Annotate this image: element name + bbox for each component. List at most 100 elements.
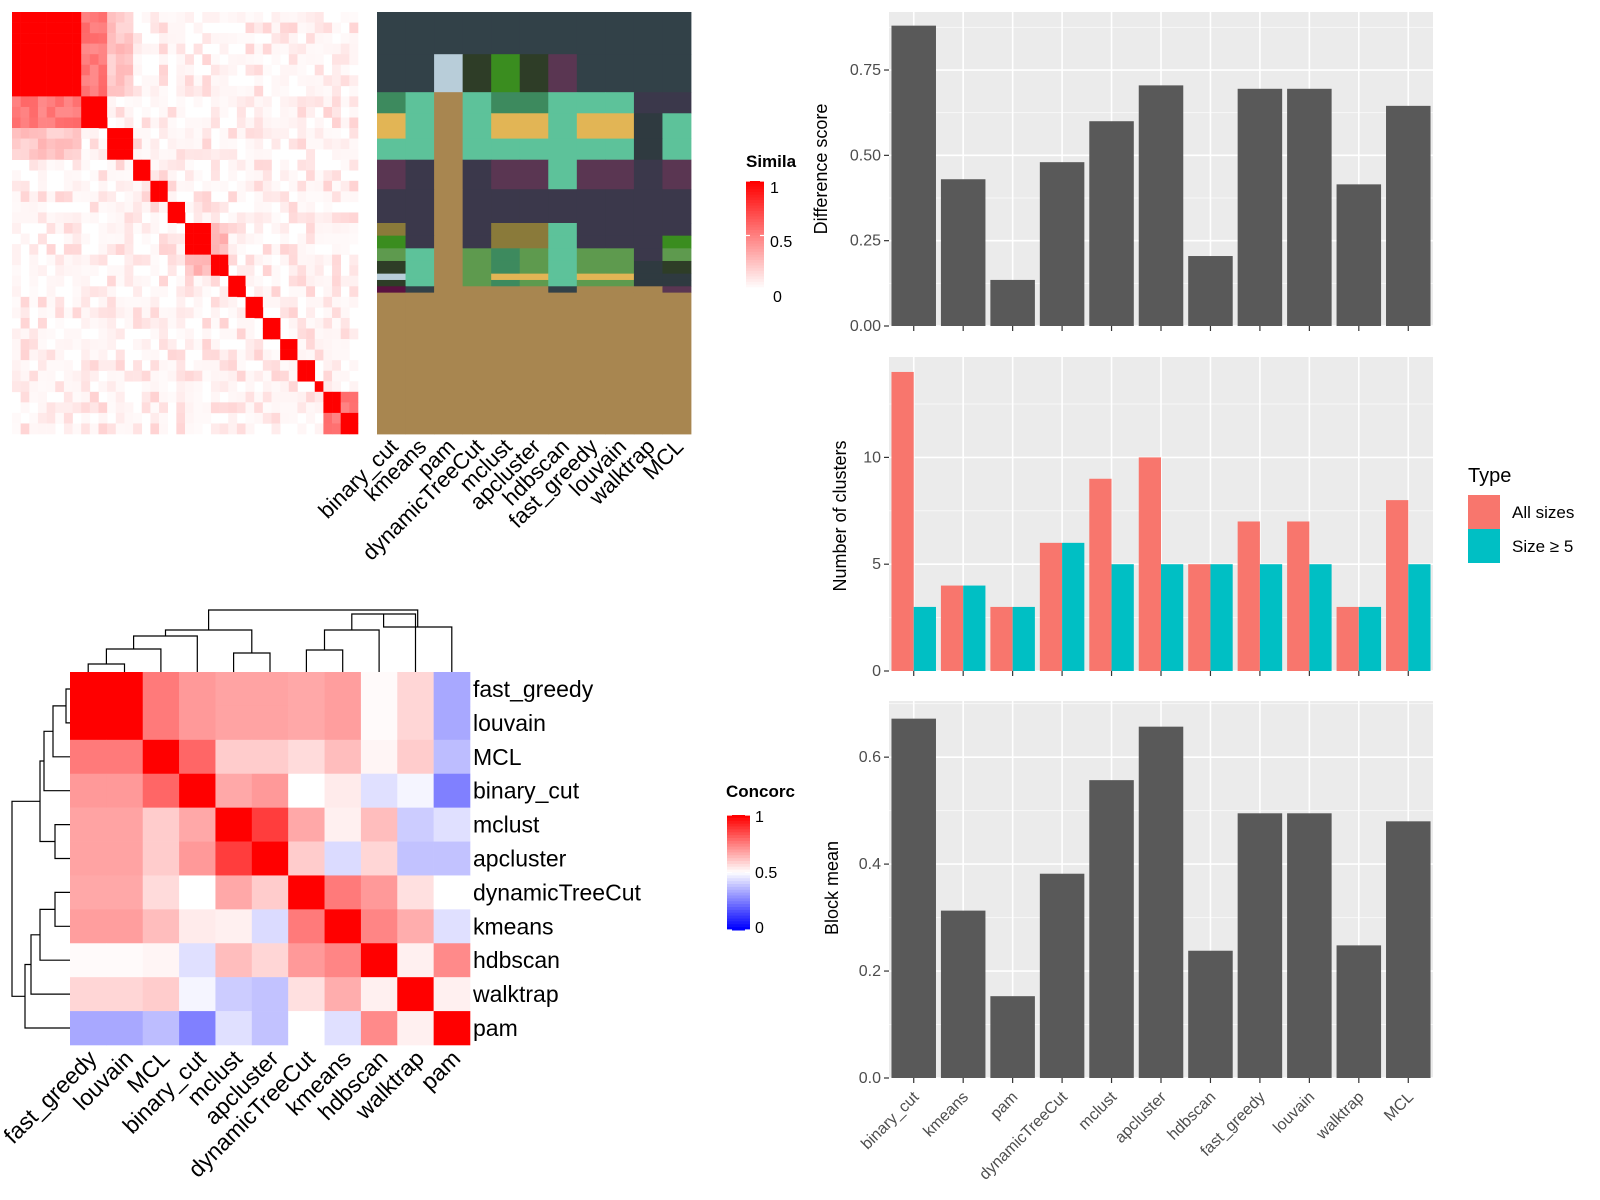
similarity-cell [72,212,82,224]
similarity-cell [202,254,212,266]
similarity-cell [98,349,108,361]
bar [891,718,936,1078]
similarity-cell [72,402,82,414]
similarity-cell [271,12,281,23]
similarity-cell [55,64,65,76]
concordance-row-label: mclust [473,812,540,838]
similarity-cell [297,43,307,55]
similarity-cell [349,212,359,224]
concordance-cell [324,705,362,741]
similarity-cell [141,138,151,150]
similarity-cell [55,22,65,34]
similarity-cell [219,265,229,277]
similarity-cell [306,128,316,139]
similarity-cell [12,370,21,382]
concordance-row-label: apcluster [473,846,567,872]
similarity-cell [63,265,73,277]
similarity-cell [306,22,316,34]
similarity-cell [133,149,143,160]
similarity-cell [29,296,39,308]
similarity-cell [202,349,212,361]
similarity-cell [254,22,264,34]
similarity-cell [340,391,350,403]
similarity-cell [210,54,220,66]
concordance-row-label: hdbscan [473,947,560,973]
similarity-cell [12,149,21,160]
similarity-cell [349,412,359,424]
similarity-cell [150,370,160,382]
similarity-cell [115,43,125,55]
similarity-cell [280,412,290,424]
similarity-cell [81,265,91,277]
assignment-cell [662,235,692,249]
assignment-cell [633,248,663,262]
similarity-cell [254,138,264,150]
similarity-cell [29,349,39,361]
similarity-cell [193,75,203,87]
similarity-cell [219,128,229,139]
similarity-cell [349,223,359,234]
similarity-cell [340,244,350,255]
similarity-cell [81,402,91,414]
assignment-cell [633,292,663,435]
similarity-cell [72,85,82,97]
legend-color-step [727,878,750,882]
similarity-cell [262,106,272,118]
assignment-cell [377,235,406,249]
similarity-cell [12,339,21,350]
similarity-cell [29,64,39,76]
similarity-cell [12,138,21,150]
similarity-cell [29,286,39,298]
bar [1039,162,1085,326]
similarity-cell [81,117,91,129]
bar [1161,564,1184,671]
legend-color-step [727,835,750,839]
similarity-cell [323,328,333,340]
similarity-cell [323,96,333,108]
similarity-cell [107,370,117,382]
concordance-cell [360,773,398,808]
similarity-cell [141,402,151,414]
similarity-cell [20,349,30,361]
similarity-cell [193,117,203,129]
similarity-cell [115,370,125,382]
similarity-cell [98,296,108,308]
similarity-cell [262,180,272,192]
similarity-cell [63,138,73,150]
similarity-cell [124,33,134,44]
similarity-cell [349,402,359,414]
similarity-cell [323,128,333,139]
similarity-cell [159,286,168,298]
similarity-cell [150,212,160,224]
similarity-cell [245,128,255,139]
similarity-cell [262,43,272,55]
similarity-cell [133,85,143,97]
similarity-cell [228,402,238,414]
similarity-cell [107,402,117,414]
similarity-cell [89,43,99,55]
similarity-cell [46,149,56,160]
similarity-cell [133,64,143,76]
assignment-cell [633,273,663,281]
similarity-cell [271,275,281,287]
similarity-cell [185,12,194,23]
similarity-cell [124,402,134,414]
assignment-cell [377,159,406,190]
similarity-cell [81,96,91,108]
similarity-cell [202,233,212,245]
similarity-cell [115,180,125,192]
similarity-cell [98,75,108,87]
concordance-cell [106,1011,144,1046]
concordance-cell [179,807,216,842]
similarity-cell [262,22,272,34]
similarity-cell [12,244,21,255]
similarity-cell [81,286,91,298]
similarity-cell [89,254,99,266]
concordance-cell [106,705,144,741]
similarity-cell [141,370,151,382]
concordance-legend-title: Concorc [726,782,795,801]
similarity-cell [323,233,333,245]
assignment-cell [519,138,549,161]
similarity-cell [193,381,203,393]
similarity-cell [81,128,91,139]
